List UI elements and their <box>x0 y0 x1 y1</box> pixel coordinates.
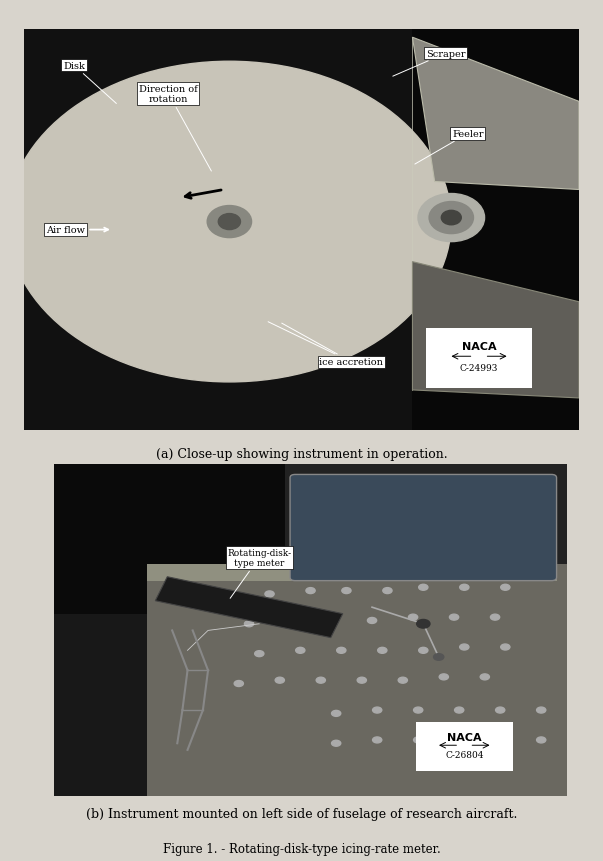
Polygon shape <box>412 263 579 399</box>
Circle shape <box>373 707 382 713</box>
Bar <box>54 465 285 614</box>
Bar <box>54 614 157 796</box>
Text: Air flow: Air flow <box>46 226 108 235</box>
Circle shape <box>441 211 461 226</box>
Circle shape <box>295 647 305 653</box>
Circle shape <box>7 62 451 382</box>
Circle shape <box>332 740 341 746</box>
FancyBboxPatch shape <box>426 328 532 388</box>
Circle shape <box>207 207 251 238</box>
Text: NACA: NACA <box>462 342 496 351</box>
Circle shape <box>229 595 238 600</box>
Circle shape <box>326 617 336 623</box>
Text: Direction of
rotation: Direction of rotation <box>139 84 212 172</box>
Text: ice accretion: ice accretion <box>282 324 384 367</box>
Circle shape <box>455 707 464 713</box>
Circle shape <box>449 615 459 621</box>
Text: Feeler: Feeler <box>415 130 484 164</box>
Circle shape <box>418 195 485 242</box>
Text: C-24993: C-24993 <box>460 364 498 373</box>
FancyBboxPatch shape <box>415 722 513 771</box>
Bar <box>412 30 579 430</box>
Circle shape <box>373 737 382 743</box>
Circle shape <box>434 653 444 660</box>
Circle shape <box>367 617 377 623</box>
Circle shape <box>496 737 505 743</box>
Text: C-26804: C-26804 <box>445 751 484 759</box>
Circle shape <box>429 202 473 234</box>
Circle shape <box>459 644 469 650</box>
Circle shape <box>234 681 244 687</box>
Circle shape <box>414 737 423 743</box>
Circle shape <box>455 737 464 743</box>
Circle shape <box>408 615 418 621</box>
Circle shape <box>306 588 315 594</box>
Polygon shape <box>412 38 579 190</box>
Circle shape <box>417 620 430 629</box>
Text: Scraper: Scraper <box>393 50 466 77</box>
Circle shape <box>332 710 341 716</box>
Circle shape <box>537 707 546 713</box>
Text: (a) Close-up showing instrument in operation.: (a) Close-up showing instrument in opera… <box>156 447 447 461</box>
Circle shape <box>490 615 500 621</box>
Circle shape <box>275 678 285 684</box>
Circle shape <box>418 585 428 591</box>
Polygon shape <box>156 577 343 638</box>
Circle shape <box>418 647 428 653</box>
Bar <box>147 565 567 796</box>
Circle shape <box>480 674 490 680</box>
Circle shape <box>496 707 505 713</box>
Circle shape <box>439 674 449 680</box>
Circle shape <box>218 214 241 231</box>
Circle shape <box>500 644 510 650</box>
Circle shape <box>316 678 326 684</box>
Circle shape <box>500 585 510 591</box>
Circle shape <box>244 621 254 627</box>
Circle shape <box>336 647 346 653</box>
Circle shape <box>414 707 423 713</box>
Circle shape <box>459 585 469 591</box>
Bar <box>147 565 557 581</box>
Circle shape <box>377 647 387 653</box>
Text: (b) Instrument mounted on left side of fuselage of research aircraft.: (b) Instrument mounted on left side of f… <box>86 807 517 821</box>
Text: Figure 1. - Rotating-disk-type icing-rate meter.: Figure 1. - Rotating-disk-type icing-rat… <box>163 842 440 856</box>
Circle shape <box>342 588 351 594</box>
FancyBboxPatch shape <box>290 475 557 581</box>
Circle shape <box>398 678 408 684</box>
Text: Disk: Disk <box>63 62 116 104</box>
Circle shape <box>265 592 274 598</box>
Text: Rotating-disk-
type meter: Rotating-disk- type meter <box>227 548 291 598</box>
Circle shape <box>537 737 546 743</box>
Text: NACA: NACA <box>447 732 482 742</box>
Circle shape <box>254 651 264 657</box>
Circle shape <box>383 588 392 594</box>
Circle shape <box>285 617 295 623</box>
Circle shape <box>357 678 367 684</box>
